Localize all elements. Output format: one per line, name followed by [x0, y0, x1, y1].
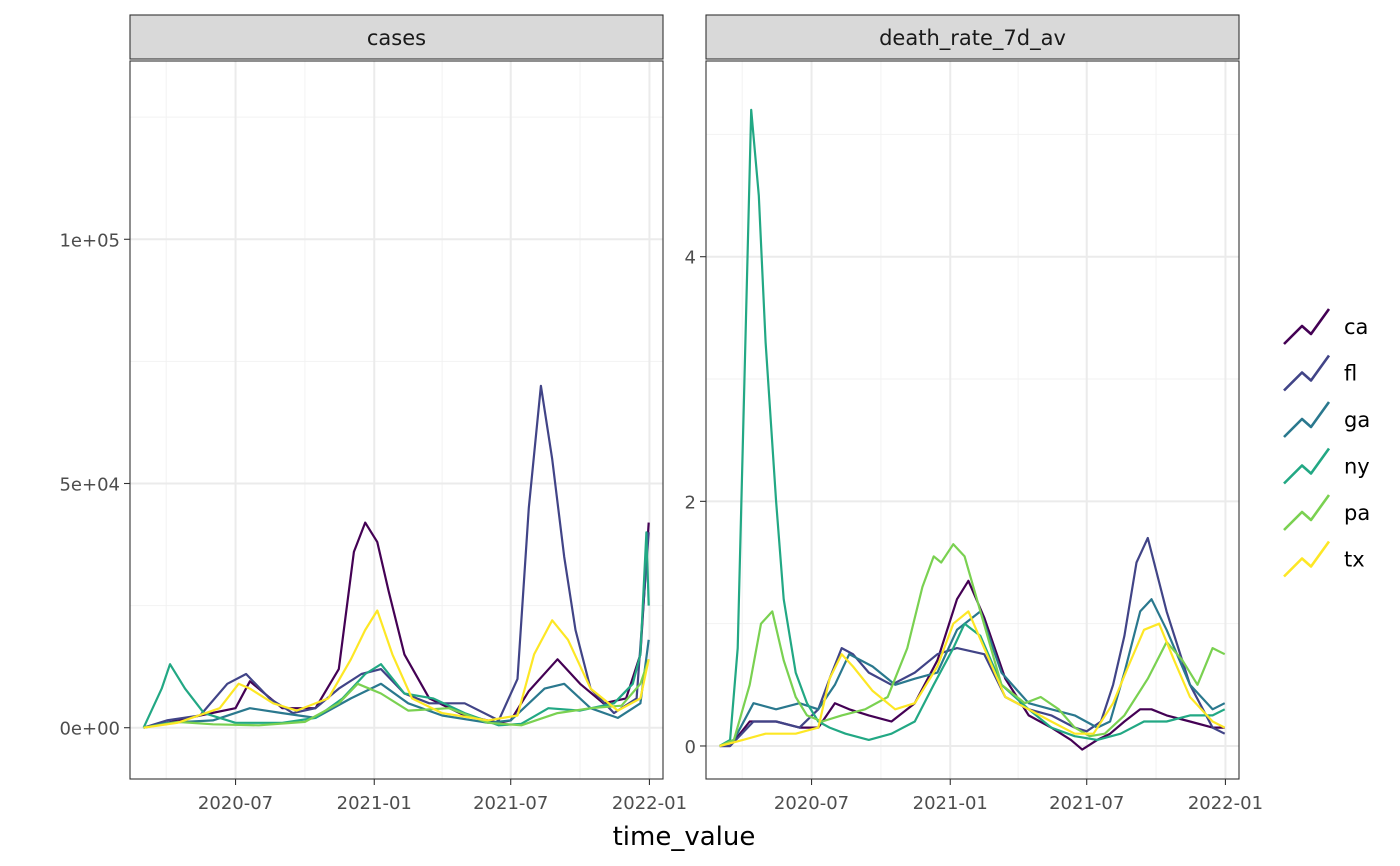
legend-item-fl: fl: [1283, 354, 1357, 392]
series-line-ny: [142, 531, 650, 729]
facet-strip-label: cases: [367, 26, 426, 50]
legend-key-line: [1283, 447, 1331, 485]
legend-item-ny: ny: [1283, 447, 1370, 485]
legend-item-pa: pa: [1283, 494, 1370, 531]
x-tick-label: 2021-07: [1049, 793, 1124, 814]
x-tick-label: 2021-01: [337, 793, 412, 814]
legend-label: ga: [1344, 408, 1370, 432]
legend-item-ga: ga: [1283, 401, 1370, 438]
series-line-ny: [719, 108, 1226, 747]
series-lines: [142, 384, 650, 729]
y-tick-label: 0: [685, 737, 696, 758]
legend-label: pa: [1344, 501, 1370, 525]
grid: [130, 61, 663, 779]
y-axis: 0 2 4: [685, 248, 706, 758]
panel-background: [706, 61, 1239, 779]
x-tick-label: 2020-07: [774, 793, 849, 814]
facet-strip: [129, 14, 664, 60]
legend-key-line: [1283, 401, 1331, 438]
x-tick-label: 2022-01: [612, 793, 687, 814]
facet-panel-1: cases 2020-07 2021-01 2021-07 2022-01 0e+00 5e…: [59, 14, 687, 814]
legend-label: tx: [1344, 548, 1365, 572]
facet-strip: [705, 14, 1240, 60]
series-line-tx: [143, 609, 650, 729]
panel-border: [129, 60, 664, 780]
y-tick-label: 4: [685, 248, 696, 269]
x-axis: 2020-07 2021-01 2021-07 2022-01: [774, 779, 1263, 814]
series-line-fl: [143, 384, 650, 729]
series-lines: [719, 108, 1226, 751]
legend-item-ca: ca: [1283, 308, 1368, 345]
series-line-tx: [719, 610, 1226, 748]
x-tick-label: 2021-07: [473, 793, 548, 814]
panel-border: [705, 60, 1240, 780]
legend-key-line: [1283, 354, 1331, 392]
x-tick-label: 2022-01: [1188, 793, 1263, 814]
facet-strip-label: death_rate_7d_av: [879, 26, 1066, 51]
legend-key-line: [1283, 308, 1331, 345]
legend-item-tx: tx: [1283, 540, 1365, 578]
legend-label: fl: [1344, 362, 1357, 386]
grid: [706, 61, 1239, 779]
y-tick-label: 5e+04: [59, 474, 120, 495]
x-axis-title: time_value: [613, 822, 756, 852]
x-axis: 2020-07 2021-01 2021-07 2022-01: [198, 779, 687, 814]
series-line-ca: [719, 579, 1225, 751]
series-line-pa: [143, 658, 650, 729]
legend: ca fl ga ny pa tx: [1283, 308, 1370, 578]
y-tick-label: 1e+05: [59, 230, 120, 251]
y-axis: 0e+00 5e+04 1e+05: [59, 230, 130, 740]
series-line-ca: [143, 521, 650, 729]
legend-key-line: [1283, 540, 1331, 578]
y-tick-label: 2: [685, 492, 696, 513]
legend-label: ca: [1344, 315, 1368, 339]
x-tick-label: 2020-07: [198, 793, 273, 814]
legend-key-line: [1283, 494, 1331, 531]
series-line-fl: [719, 536, 1226, 748]
legend-label: ny: [1344, 455, 1370, 479]
series-line-pa: [719, 543, 1226, 748]
x-tick-label: 2021-01: [913, 793, 988, 814]
panel-background: [130, 61, 663, 779]
y-tick-label: 0e+00: [59, 719, 120, 740]
